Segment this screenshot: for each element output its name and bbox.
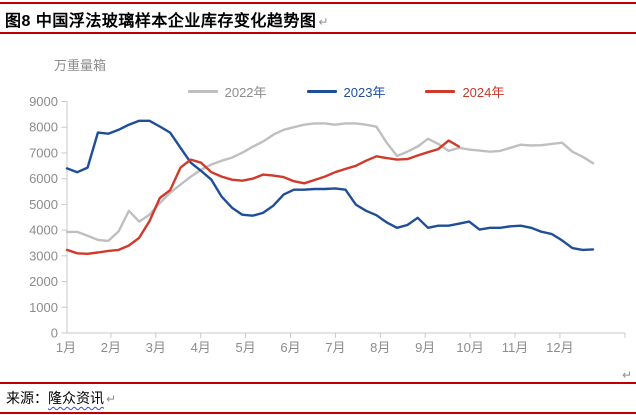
legend-line-swatch — [187, 90, 218, 93]
legend-item-2022年: 2022年 — [187, 82, 267, 101]
y-axis-tick-label: 1000 — [29, 300, 58, 315]
x-axis-month-label: 2月 — [101, 340, 121, 355]
series-line-2023年 — [65, 119, 595, 252]
x-axis-month-label: 6月 — [280, 340, 300, 355]
source-name: 隆众资讯 — [48, 390, 104, 406]
paragraph-mark-icon: ↵ — [106, 392, 117, 406]
x-axis-month-label: 4月 — [191, 340, 211, 355]
figure-title: 图8 中国浮法玻璃样本企业库存变化趋势图 — [5, 13, 317, 30]
inventory-trend-chart: 0 1000 2000 3000 4000 5000 6000 7000 8000 9000 1月 2… — [29, 94, 626, 355]
x-axis-month-label: 9月 — [415, 340, 435, 355]
source-top-rule — [0, 382, 636, 384]
figure-title-row: 图8 中国浮法玻璃样本企业库存变化趋势图 ↵ — [5, 7, 328, 31]
y-axis-unit-label: 万重量箱 — [54, 58, 107, 73]
y-axis-tick-label: 5000 — [29, 197, 58, 212]
x-axis-month-label: 3月 — [146, 340, 166, 355]
y-axis-tick-label: 6000 — [29, 171, 58, 186]
legend-line-swatch — [425, 90, 456, 93]
title-underline-rule — [0, 32, 636, 34]
legend-item-2024年: 2024年 — [425, 82, 504, 101]
legend-item-2023年: 2023年 — [306, 82, 386, 101]
legend-label: 2022年 — [224, 85, 267, 100]
y-axis-tick-label: 2000 — [29, 274, 58, 289]
y-axis-tick-label: 7000 — [29, 145, 58, 160]
x-axis-month-label: 11月 — [502, 340, 529, 355]
y-axis-tick-label: 8000 — [29, 120, 58, 135]
chart-legend: 2022年 2023年 2024年 — [67, 82, 625, 101]
top-red-rule — [0, 2, 636, 4]
bottom-red-rule — [0, 412, 636, 414]
y-axis-tick-label: 4000 — [29, 223, 58, 238]
x-axis-month-label: 10月 — [456, 340, 483, 355]
x-axis-month-label: 1月 — [56, 340, 76, 355]
y-axis-tick-label: 9000 — [29, 94, 58, 109]
source-label: 来源： — [6, 390, 48, 406]
x-axis-month-label: 8月 — [370, 340, 390, 355]
legend-label: 2023年 — [343, 85, 386, 100]
y-axis-tick-label: 3000 — [29, 248, 58, 263]
x-axis-month-label: 12月 — [546, 340, 573, 355]
source-line: 来源：隆众资讯 ↵ — [6, 388, 116, 408]
series-line-2022年 — [65, 122, 595, 243]
series-line-2024年 — [65, 139, 461, 256]
paragraph-mark-icon: ↵ — [318, 15, 329, 29]
y-axis-tick-label: 0 — [51, 326, 58, 341]
legend-line-swatch — [306, 90, 337, 93]
x-axis-month-label: 7月 — [325, 340, 345, 355]
x-axis-month-label: 5月 — [235, 340, 255, 355]
paragraph-mark-icon: ↵ — [621, 368, 632, 382]
legend-label: 2024年 — [462, 85, 505, 100]
